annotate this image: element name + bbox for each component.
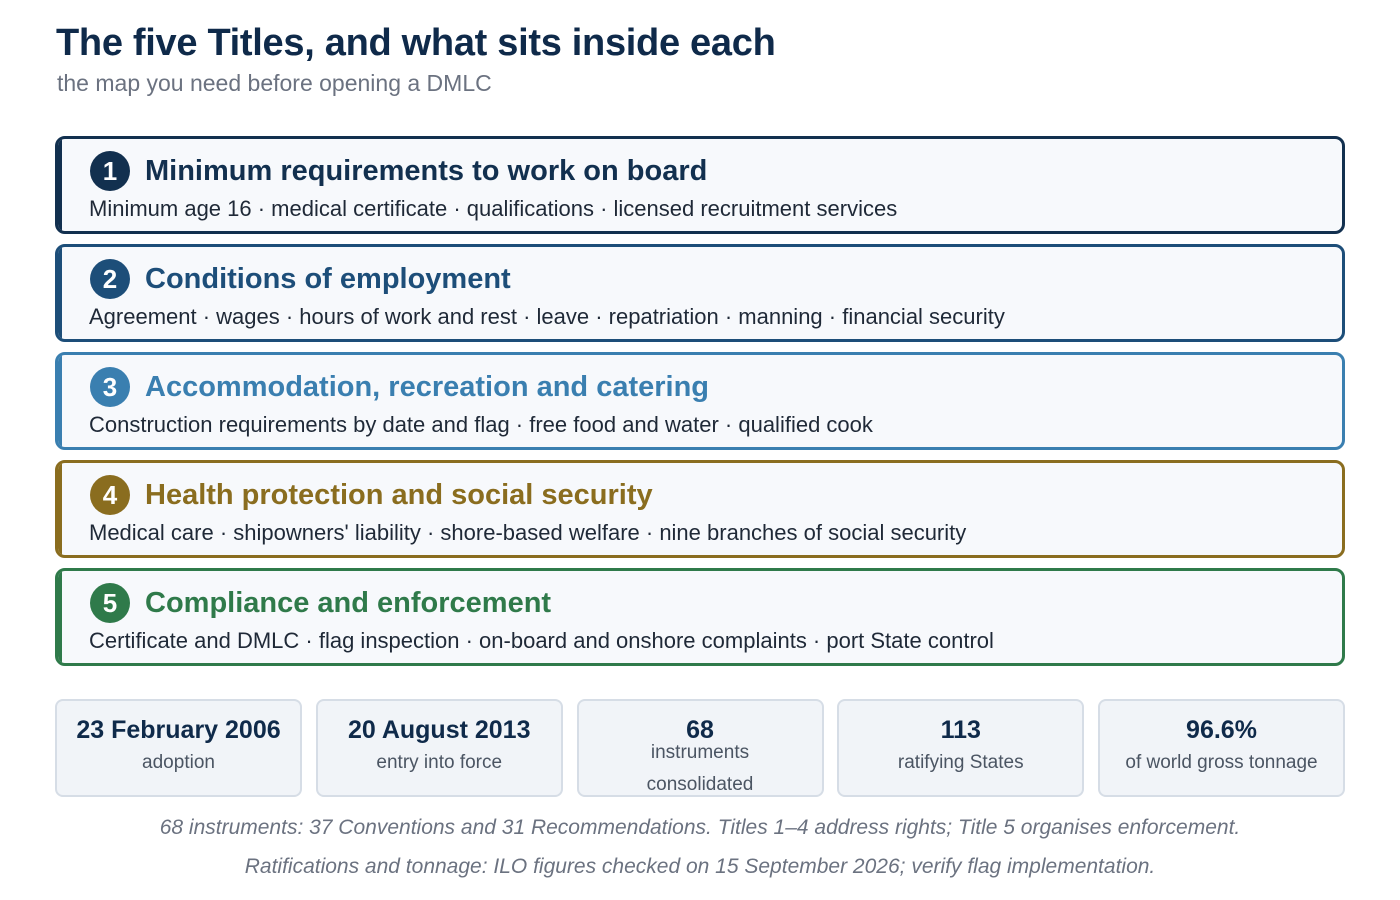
title-card-5: 5 Compliance and enforcement Certificate… bbox=[55, 568, 1345, 666]
footnote-instruments: 68 instruments: 37 Conventions and 31 Re… bbox=[159, 816, 1241, 839]
title-number-badge: 3 bbox=[90, 367, 130, 407]
title-items: Agreement · wages · hours of work and re… bbox=[89, 304, 1005, 329]
title-name: Conditions of employment bbox=[145, 262, 511, 295]
title-card-3: 3 Accommodation, recreation and catering… bbox=[55, 352, 1345, 450]
title-card-4: 4 Health protection and social security … bbox=[55, 460, 1345, 558]
stat-value: 20 August 2013 bbox=[348, 716, 531, 744]
stat-entry-into-force: 20 August 2013 entry into force bbox=[315, 699, 563, 797]
stat-adoption: 23 February 2006 adoption bbox=[55, 699, 302, 797]
titles-list: 1 Minimum requirements to work on board … bbox=[55, 136, 1345, 676]
title-name: Minimum requirements to work on board bbox=[145, 154, 708, 187]
title-card-header: 2 Conditions of employment bbox=[90, 259, 511, 299]
stat-label: entry into force bbox=[376, 752, 503, 773]
title-number-badge: 5 bbox=[90, 583, 130, 623]
title-card-header: 1 Minimum requirements to work on board bbox=[90, 151, 707, 191]
page-subtitle: the map you need before opening a DMLC bbox=[57, 70, 492, 96]
title-name: Compliance and enforcement bbox=[145, 586, 552, 619]
stat-value: 96.6% bbox=[1186, 716, 1257, 744]
title-number-badge: 4 bbox=[90, 475, 130, 515]
stats-row: 23 February 2006 adoption 20 August 2013… bbox=[55, 699, 1345, 797]
title-name: Accommodation, recreation and catering bbox=[145, 370, 710, 403]
stat-label: of world gross tonnage bbox=[1125, 752, 1318, 773]
title-number-badge: 1 bbox=[90, 151, 130, 191]
title-card-1: 1 Minimum requirements to work on board … bbox=[55, 136, 1345, 234]
title-card-header: 5 Compliance and enforcement bbox=[90, 583, 551, 623]
stat-gross-tonnage: 96.6% of world gross tonnage bbox=[1098, 699, 1345, 797]
title-number-badge: 2 bbox=[90, 259, 130, 299]
stat-label: ratifying States bbox=[897, 752, 1024, 773]
title-card-header: 3 Accommodation, recreation and catering bbox=[90, 367, 709, 407]
stat-instruments: 68 instruments consolidated bbox=[576, 699, 824, 797]
title-items: Medical care · shipowners' liability · s… bbox=[89, 520, 967, 545]
footnote-ratifications: Ratifications and tonnage: ILO figures c… bbox=[244, 855, 1156, 878]
stat-label: instruments consolidated bbox=[646, 742, 754, 795]
title-name: Health protection and social security bbox=[145, 478, 653, 511]
stat-value: 113 bbox=[940, 716, 981, 744]
title-items: Certificate and DMLC · flag inspection ·… bbox=[89, 628, 994, 653]
title-card-2: 2 Conditions of employment Agreement · w… bbox=[55, 244, 1345, 342]
title-items: Minimum age 16 · medical certificate · q… bbox=[89, 196, 898, 221]
title-items: Construction requirements by date and fl… bbox=[89, 412, 873, 437]
stat-label: adoption bbox=[142, 752, 215, 773]
page-title: The five Titles, and what sits inside ea… bbox=[56, 22, 776, 64]
stat-value: 68 bbox=[686, 716, 714, 744]
stat-ratifying-states: 113 ratifying States bbox=[837, 699, 1085, 797]
stat-value: 23 February 2006 bbox=[76, 716, 281, 744]
title-card-header: 4 Health protection and social security bbox=[90, 475, 653, 515]
